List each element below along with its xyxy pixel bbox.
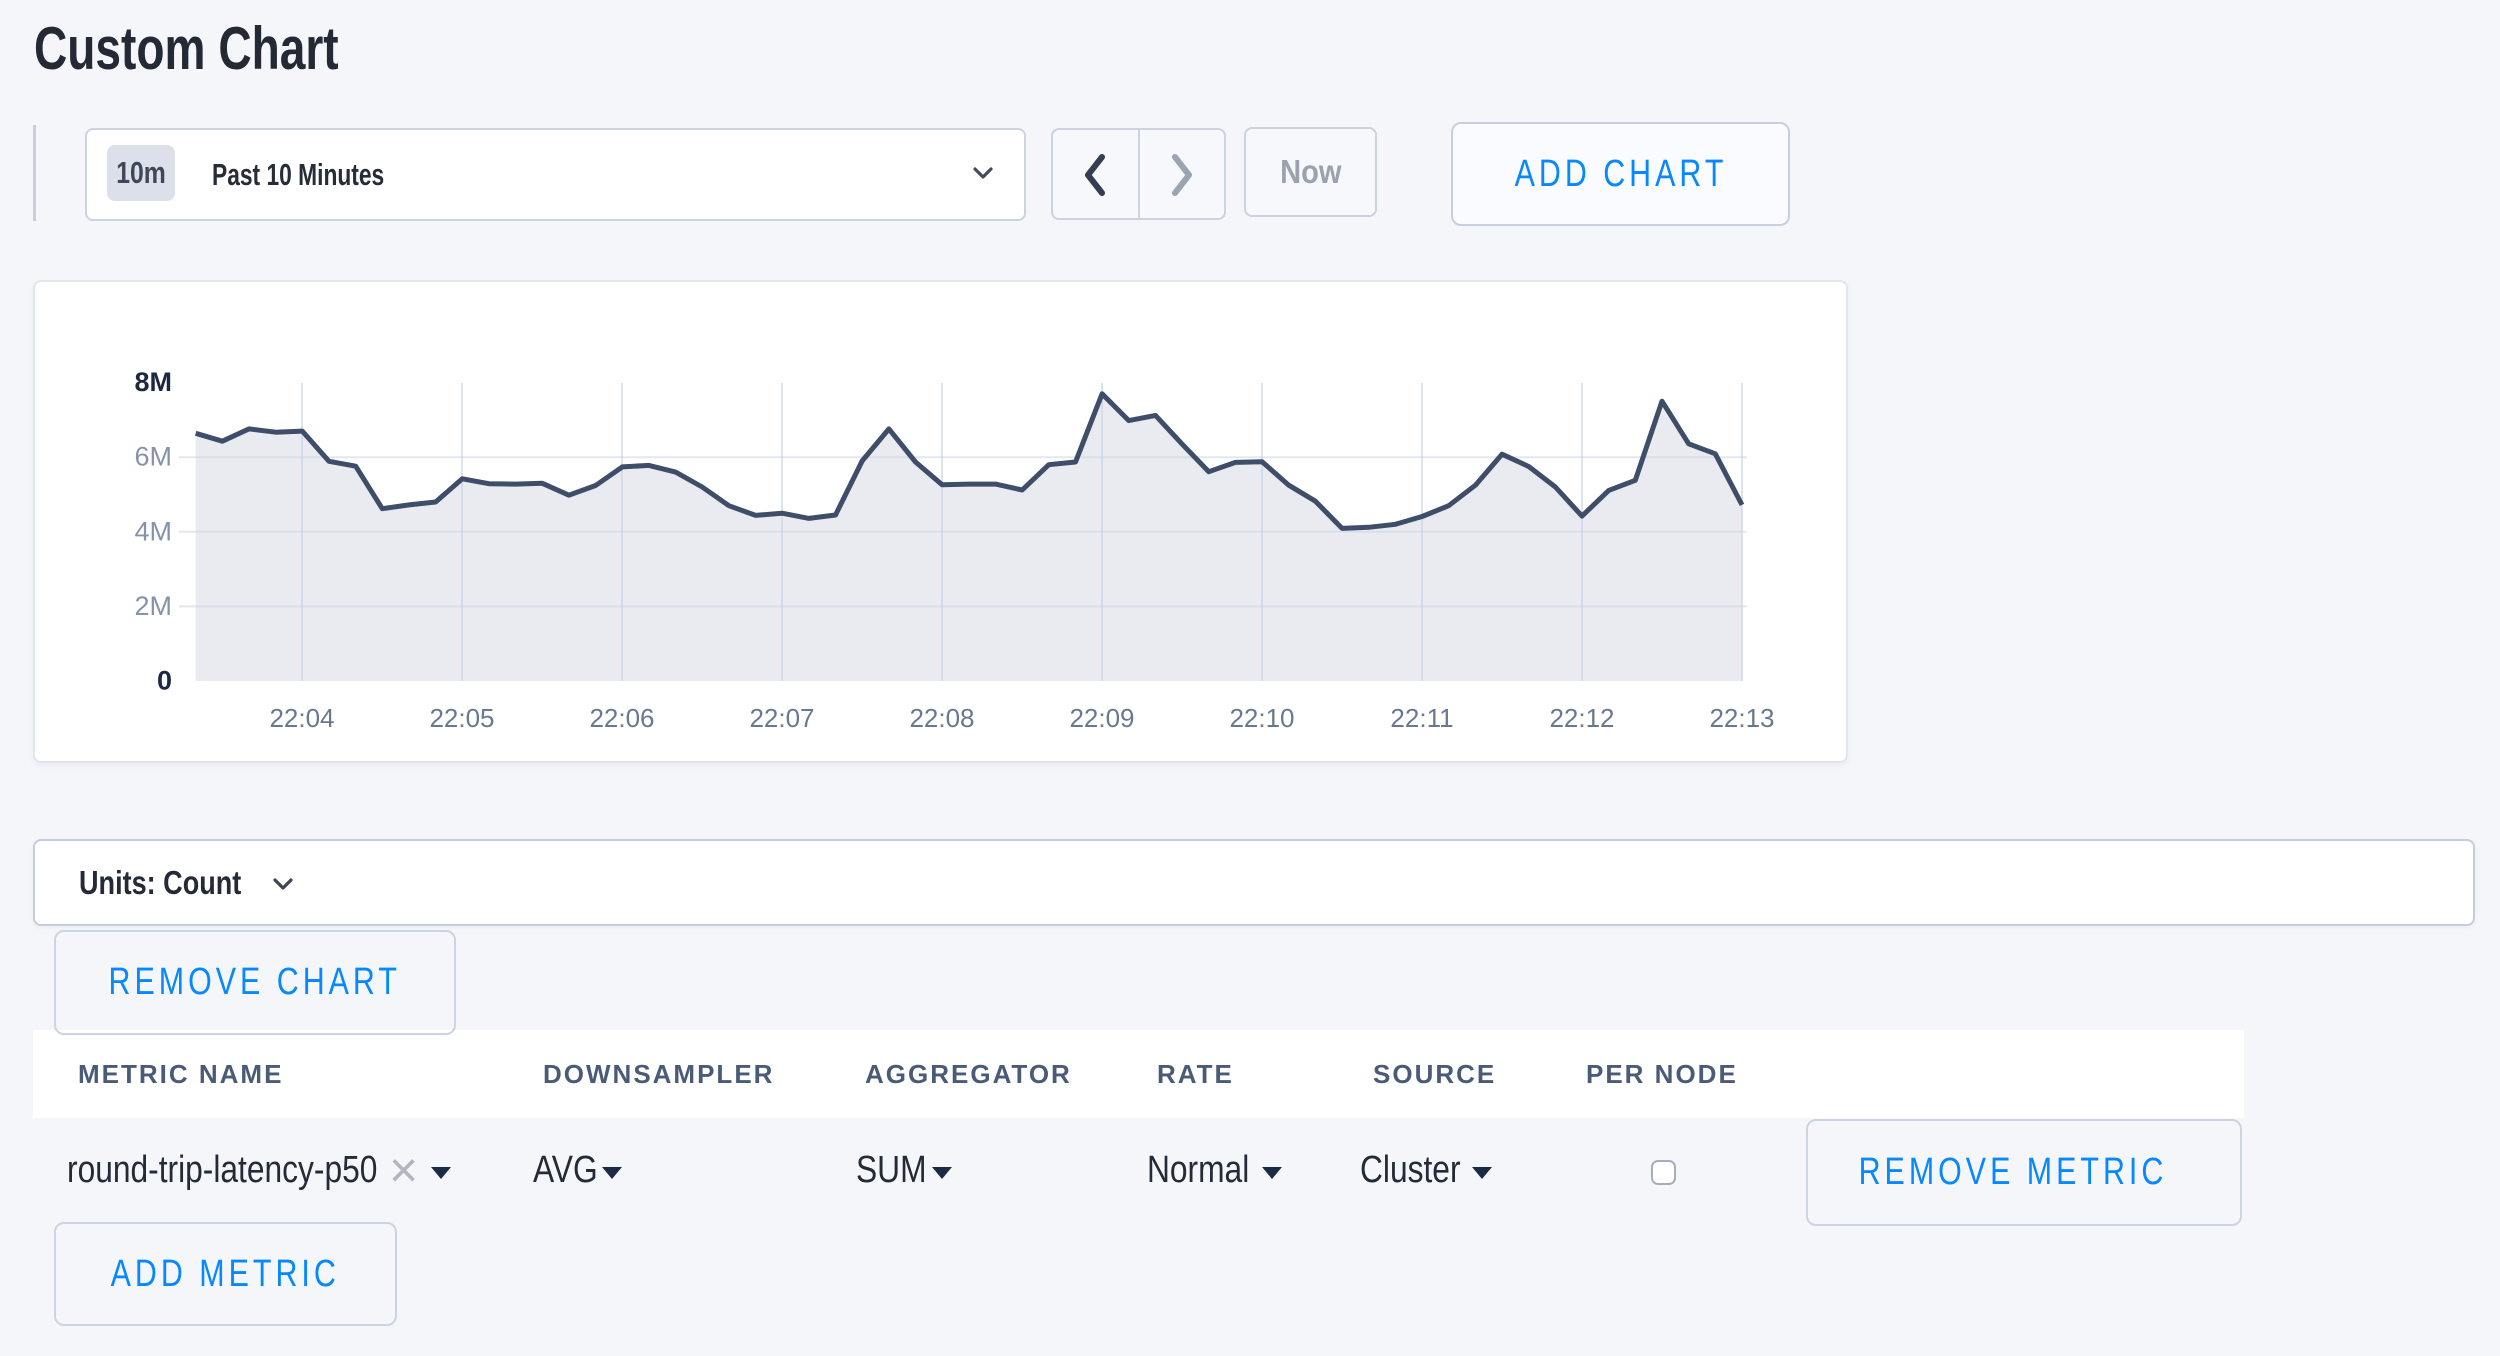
svg-text:6M: 6M <box>134 442 172 472</box>
svg-text:22:11: 22:11 <box>1390 703 1453 733</box>
svg-text:0: 0 <box>157 666 172 696</box>
svg-text:8M: 8M <box>134 367 172 397</box>
svg-text:22:09: 22:09 <box>1069 703 1134 733</box>
svg-text:4M: 4M <box>134 516 172 546</box>
svg-text:22:13: 22:13 <box>1709 703 1774 733</box>
svg-text:2M: 2M <box>134 591 172 621</box>
svg-text:22:05: 22:05 <box>429 703 494 733</box>
svg-text:22:08: 22:08 <box>909 703 974 733</box>
svg-text:22:07: 22:07 <box>749 703 814 733</box>
svg-text:22:04: 22:04 <box>269 703 334 733</box>
svg-text:22:10: 22:10 <box>1229 703 1294 733</box>
svg-text:22:12: 22:12 <box>1549 703 1614 733</box>
svg-text:22:06: 22:06 <box>589 703 654 733</box>
